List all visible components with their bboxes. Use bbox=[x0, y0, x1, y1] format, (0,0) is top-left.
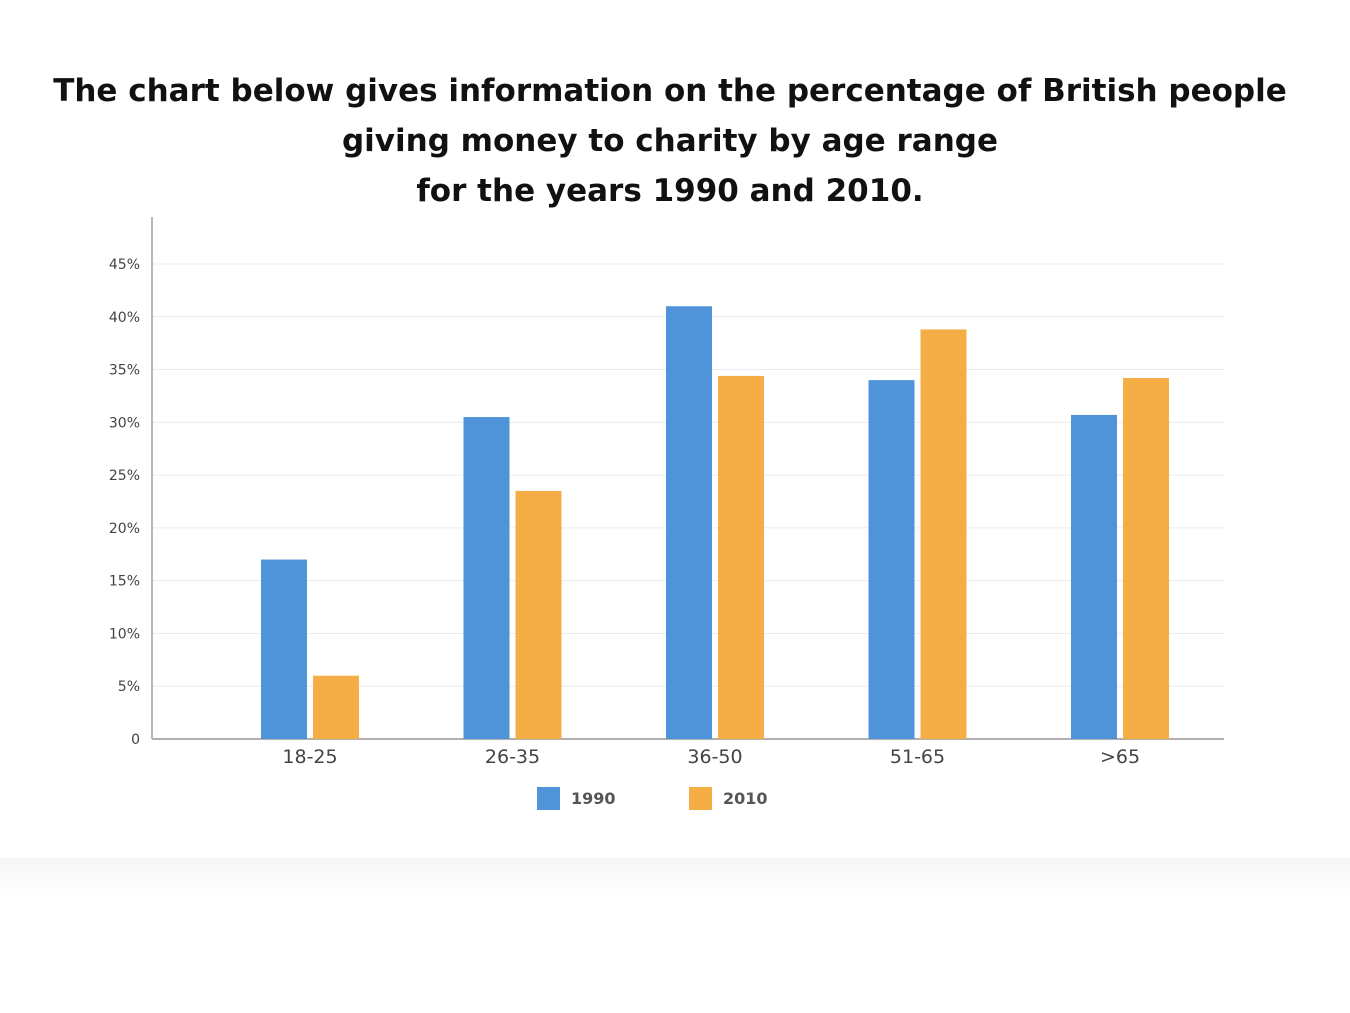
bar-2010-36-50 bbox=[718, 375, 764, 739]
x-category-label: >65 bbox=[1100, 746, 1140, 768]
legend-label-1990: 1990 bbox=[571, 789, 616, 808]
legend-label-2010: 2010 bbox=[723, 789, 768, 808]
x-category-label: 26-35 bbox=[485, 746, 540, 768]
y-tick-label: 15% bbox=[109, 574, 140, 590]
y-tick-label: 10% bbox=[109, 626, 140, 642]
legend-swatch-1990 bbox=[537, 787, 560, 810]
bar-1990-18-25 bbox=[261, 559, 307, 739]
bar-1990-51-65 bbox=[868, 380, 915, 739]
x-category-label: 18-25 bbox=[282, 746, 337, 768]
chart-title-line-2: giving money to charity by age range bbox=[341, 123, 998, 159]
x-category-label: 51-65 bbox=[890, 746, 945, 768]
legend: 1990 2010 bbox=[537, 787, 768, 810]
bar-2010-18-25 bbox=[313, 675, 359, 739]
chart-title-line-3: for the years 1990 and 2010. bbox=[416, 173, 924, 209]
bar-1990->65 bbox=[1071, 414, 1117, 739]
bar-2010->65 bbox=[1123, 378, 1169, 739]
y-tick-label: 20% bbox=[109, 521, 140, 537]
y-axis-tick-labels: 0 5% 10% 15% 20% 25% 30% 35% 40% 45% bbox=[109, 257, 140, 748]
bar-2010-51-65 bbox=[920, 329, 967, 739]
y-tick-label: 35% bbox=[109, 363, 140, 379]
y-tick-label: 0 bbox=[131, 732, 140, 748]
y-tick-label: 5% bbox=[118, 679, 140, 695]
legend-swatch-2010 bbox=[689, 787, 712, 810]
chart-title: The chart below gives information on the… bbox=[0, 66, 1340, 216]
y-tick-label: 40% bbox=[109, 310, 140, 326]
x-axis-category-labels: 18-25 26-35 36-50 51-65 >65 bbox=[282, 746, 1140, 768]
bottom-shadow bbox=[0, 858, 1350, 898]
y-tick-label: 30% bbox=[109, 415, 140, 431]
bar-2010-26-35 bbox=[515, 490, 562, 739]
bar-1990-26-35 bbox=[463, 417, 510, 739]
y-tick-label: 45% bbox=[109, 257, 140, 273]
chart-title-line-1: The chart below gives information on the… bbox=[53, 73, 1287, 109]
y-tick-label: 25% bbox=[109, 468, 140, 484]
bars bbox=[261, 306, 1169, 739]
bar-1990-36-50 bbox=[666, 306, 712, 739]
x-category-label: 36-50 bbox=[687, 746, 742, 768]
